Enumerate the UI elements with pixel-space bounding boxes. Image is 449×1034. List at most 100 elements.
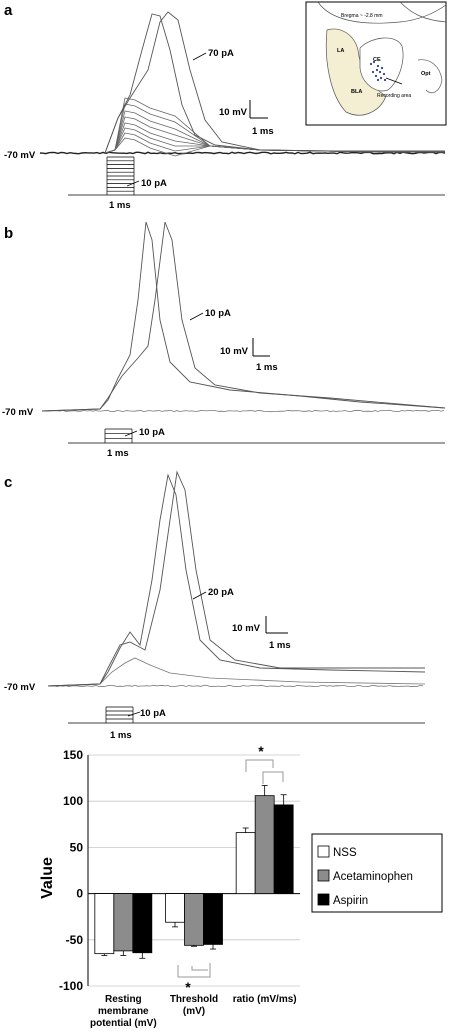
- panel-a-step-label: 10 pA: [141, 178, 167, 189]
- chart-y-tick-label: 0: [76, 887, 83, 901]
- panel-b-spike-trace-2: [41, 221, 446, 412]
- chart-y-tick-label: -50: [66, 933, 84, 947]
- amygdala-basolateral-region: [325, 28, 387, 116]
- panel-c-trace-arrow: [192, 591, 207, 600]
- chart-category-label: ratio (mV/ms): [233, 994, 297, 1005]
- threshold-bracket-outer: [177, 963, 211, 978]
- recording-dot: [382, 72, 386, 76]
- panel-letter-b: b: [4, 225, 13, 242]
- bar-acetaminophen-2: [254, 795, 275, 895]
- panel-b-time-label: 1 ms: [107, 448, 129, 459]
- inset-contour-top: [317, 1, 447, 24]
- panel-b-scale-bar: [252, 338, 270, 357]
- inset-la-label: LA: [337, 48, 344, 54]
- panel-a-trace-arrow: [192, 52, 207, 61]
- chart-category-label: Threshold: [170, 994, 218, 1005]
- panel-a-scale-time: 1 ms: [252, 126, 274, 137]
- bar-nss-0: [94, 893, 115, 955]
- panel-a-spike-trace-2: [104, 11, 445, 154]
- panel-c-current-steps: [68, 706, 425, 724]
- panel-letter-a: a: [4, 2, 13, 19]
- panel-b-scale-voltage: 10 mV: [220, 346, 249, 357]
- inset-opt-label: Opt: [421, 71, 431, 77]
- inset-bla-label: BLA: [351, 89, 362, 95]
- panel-b-spike-trace-1: [41, 221, 446, 412]
- panel-a-traces: [39, 11, 446, 157]
- bar-acetaminophen-1: [184, 893, 204, 946]
- chart-category-label: (mV): [183, 1006, 205, 1017]
- recording-dot: [376, 64, 380, 68]
- panel-c-traces: [47, 470, 426, 688]
- bar-aspirin-1: [203, 893, 223, 945]
- recording-dot: [374, 74, 378, 78]
- chart-y-axis-label: Value: [39, 857, 56, 899]
- chart-significance-brackets: **: [177, 743, 284, 995]
- panel-b-resting-label: -70 mV: [2, 407, 34, 418]
- panel-c-step-arrow: [127, 711, 141, 717]
- legend-label-acetaminophen: Acetaminophen: [333, 871, 413, 883]
- inset-recording-label: Recording area: [377, 93, 411, 99]
- chart-y-tick-label: 100: [63, 794, 83, 808]
- panel-b-current-steps: [68, 428, 445, 444]
- recording-dot: [380, 66, 384, 70]
- panel-a-subthreshold-trace: [104, 127, 445, 154]
- bar-nss-2: [235, 832, 256, 895]
- panel-c-resting-label: -70 mV: [4, 682, 36, 693]
- panel-c-baseline-trace: [47, 684, 424, 688]
- threshold-bracket-inner: [191, 966, 208, 971]
- central-nucleus-region: [359, 37, 404, 92]
- recording-dot: [369, 62, 373, 66]
- bar-chart: 150 100 50 0 -50 -100 Value Restingmembranepo…: [39, 743, 443, 1029]
- legend-swatch-nss: [317, 845, 330, 858]
- panel-a-resting-label: -70 mV: [4, 150, 36, 161]
- panel-b: b -70 mV 10 pA 10 mV 1 ms 10 pA 1 ms: [2, 221, 446, 459]
- brain-inset: Bregma ~ -2.8 mm LA BLA CE Opt Recording…: [305, 1, 447, 126]
- panel-b-traces: [41, 221, 446, 413]
- chart-legend: NSS Acetaminophen Aspirin: [311, 833, 443, 913]
- ratio-bracket-inner: [262, 771, 284, 784]
- panel-a-subthreshold-trace: [104, 122, 445, 154]
- panel-a-scale-bar: [249, 100, 268, 119]
- chart-y-tick-label: 150: [63, 748, 83, 762]
- panel-a-current-steps: [68, 156, 445, 196]
- panel-b-baseline-trace: [42, 409, 445, 413]
- panel-c-spike-trace-1: [47, 473, 426, 687]
- inset-contour-right: [399, 1, 447, 23]
- significance-star-ratio: *: [258, 743, 264, 759]
- recording-dot: [375, 68, 379, 72]
- chart-bars: [94, 785, 294, 959]
- panel-a-time-label: 1 ms: [109, 200, 131, 211]
- panel-c-scale-bar: [265, 616, 288, 634]
- chart-category-label: membrane: [98, 1006, 149, 1017]
- panel-a-trace-label: 70 pA: [208, 48, 234, 59]
- legend-swatch-acetaminophen: [317, 869, 330, 882]
- ratio-bracket-outer: [245, 759, 274, 772]
- panel-c-time-label: 1 ms: [110, 730, 132, 741]
- recording-arrow: [385, 77, 403, 85]
- significance-star-threshold: *: [185, 979, 191, 995]
- panel-c-scale-time: 1 ms: [269, 640, 291, 651]
- chart-y-tick-label: 50: [70, 840, 84, 854]
- recording-dot: [383, 78, 387, 82]
- chart-category-label: Resting: [105, 994, 142, 1005]
- bar-aspirin-2: [273, 804, 294, 894]
- panel-c-subthreshold-trace: [47, 657, 426, 687]
- panel-b-trace-label: 10 pA: [205, 308, 231, 319]
- inset-bregma-label: Bregma ~ -2.8 mm: [341, 13, 383, 19]
- panel-a-baseline-trace: [39, 151, 446, 155]
- recording-dots: [369, 60, 387, 82]
- optic-tract-contour: [417, 59, 443, 94]
- bar-nss-1: [165, 893, 185, 923]
- recording-dot: [376, 78, 380, 82]
- panel-a-step-arrow: [126, 180, 140, 187]
- chart-y-tick-label: -100: [59, 979, 83, 993]
- panel-c-spike-trace-2: [47, 470, 425, 687]
- legend-swatch-aspirin: [317, 893, 330, 906]
- panel-b-trace-arrow: [189, 312, 204, 321]
- bar-acetaminophen-0: [113, 893, 134, 952]
- legend-label-nss: NSS: [333, 847, 357, 859]
- panel-b-scale-time: 1 ms: [256, 362, 278, 373]
- panel-c-step-label: 10 pA: [140, 708, 166, 719]
